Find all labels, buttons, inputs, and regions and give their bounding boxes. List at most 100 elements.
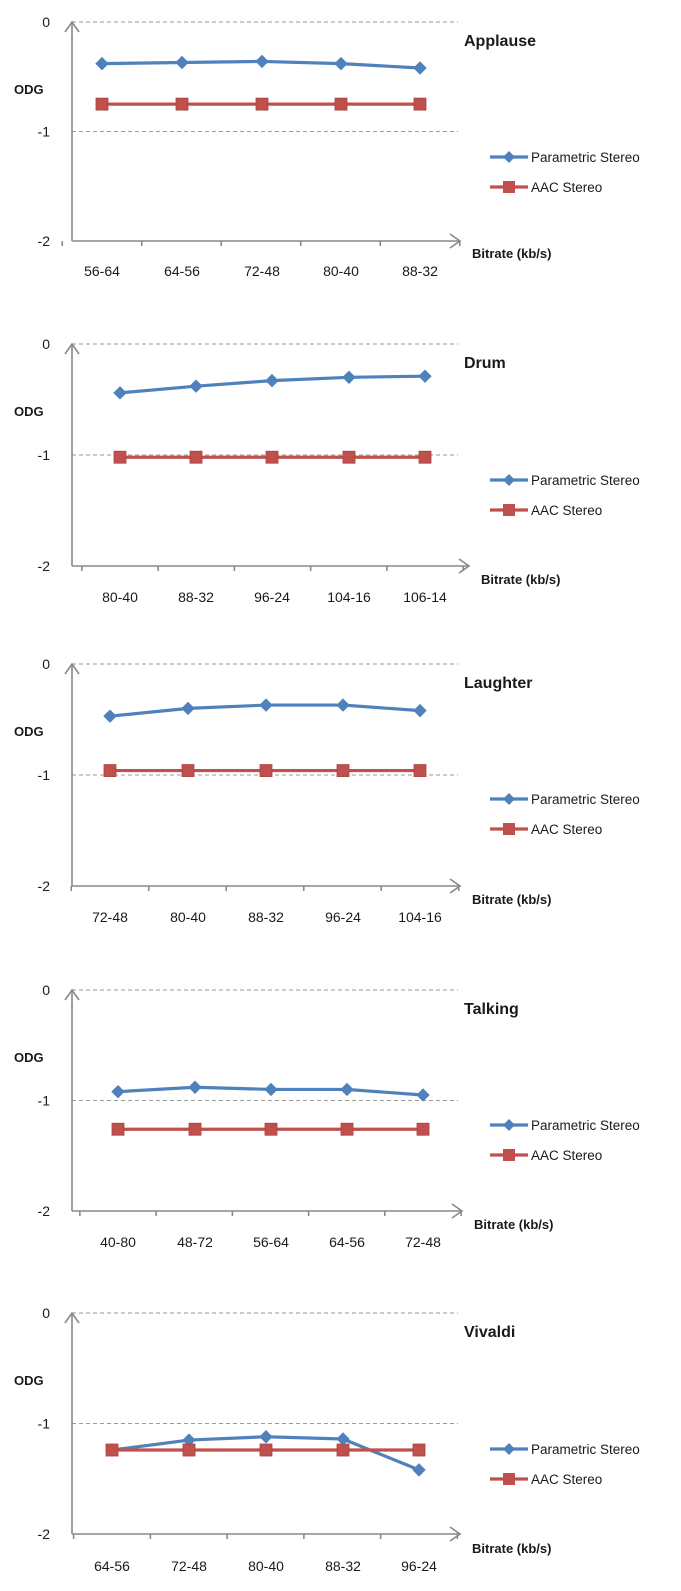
data-point (259, 1430, 273, 1444)
x-tick-label: 80-40 (102, 589, 138, 605)
y-tick-label: -2 (38, 1526, 51, 1542)
y-tick-label: -1 (38, 447, 51, 463)
x-tick-label: 96-24 (254, 589, 290, 605)
legend-label: AAC Stereo (531, 822, 602, 837)
x-axis-label: Bitrate (kb/s) (474, 1217, 553, 1232)
data-point (264, 1082, 278, 1097)
series-parametric-stereo (95, 54, 427, 75)
data-point (342, 450, 356, 464)
legend-entry: Parametric Stereo (490, 792, 640, 807)
y-tick-label: 0 (42, 982, 50, 998)
data-point (181, 764, 195, 777)
data-point (189, 450, 203, 464)
legend-label: AAC Stereo (531, 180, 602, 195)
y-tick-label: -2 (38, 1203, 51, 1219)
data-point (95, 97, 109, 111)
data-point (175, 97, 189, 111)
series-parametric-stereo (113, 369, 432, 400)
legend-marker (503, 181, 515, 193)
y-axis-arrow (64, 1311, 80, 1324)
data-point (412, 1463, 426, 1477)
y-tick-label: -1 (38, 124, 51, 140)
x-tick-label: 80-40 (170, 909, 206, 925)
legend-label: Parametric Stereo (531, 1442, 640, 1457)
x-axis-label: Bitrate (kb/s) (472, 892, 551, 907)
x-axis-label: Bitrate (kb/s) (472, 246, 551, 261)
x-tick-label: 88-32 (325, 1558, 361, 1574)
data-point (103, 709, 117, 723)
chart-title: Drum (464, 355, 506, 372)
chart-drum: 0 -1 -2 80-40 88-32 96-24 104-16 106-14 Drum ODG B… (14, 336, 640, 605)
data-point (418, 450, 432, 464)
x-tick-label: 64-56 (94, 1558, 130, 1574)
chart-title: Applause (464, 33, 536, 50)
data-point (111, 1122, 125, 1136)
data-point (259, 1443, 273, 1457)
data-point (103, 764, 117, 777)
data-point (265, 373, 279, 388)
data-point (413, 61, 427, 75)
x-axis-arrow (449, 878, 462, 894)
data-point (413, 97, 427, 111)
x-tick-label: 88-32 (248, 909, 284, 925)
y-tick-label: -1 (38, 767, 51, 783)
legend-label: AAC Stereo (531, 503, 602, 518)
data-point (259, 764, 273, 777)
x-tick-label: 106-14 (403, 589, 447, 605)
y-axis-arrow (64, 662, 80, 675)
data-point (255, 54, 269, 69)
x-tick-label: 56-64 (84, 263, 120, 279)
y-tick-label: -1 (38, 1093, 51, 1109)
data-point (113, 450, 127, 464)
data-point (255, 97, 269, 111)
data-point (113, 386, 127, 400)
x-tick-label: 80-40 (248, 1558, 284, 1574)
data-point (189, 379, 203, 393)
legend-marker (503, 793, 515, 805)
y-axis-label: ODG (14, 724, 44, 739)
data-point (334, 97, 348, 111)
chart-title: Talking (464, 1001, 519, 1018)
x-tick-label: 64-56 (164, 263, 200, 279)
y-tick-label: -2 (38, 558, 51, 574)
data-point (413, 764, 427, 777)
x-tick-label: 104-16 (398, 909, 442, 925)
x-tick-label: 72-48 (171, 1558, 207, 1574)
x-tick-label: 72-48 (405, 1234, 441, 1250)
chart-applause: 0 -1 -2 56-64 64-56 72-48 80-40 88-32 Applause OD… (14, 14, 640, 279)
legend-label: Parametric Stereo (531, 1118, 640, 1133)
y-axis-arrow (64, 20, 80, 33)
x-tick-label: 88-32 (402, 263, 438, 279)
legend-entry: Parametric Stereo (490, 150, 640, 165)
legend-entry: Parametric Stereo (490, 473, 640, 488)
data-point (175, 55, 189, 70)
y-axis-arrow (64, 988, 80, 1001)
legend-marker (503, 1119, 515, 1131)
series-aac-stereo (111, 1122, 430, 1136)
y-tick-label: 0 (42, 1305, 50, 1321)
y-tick-label: -2 (38, 233, 51, 249)
chart-vivaldi: 0 -1 -2 64-56 72-48 80-40 88-32 96-24 Vivaldi ODG… (14, 1305, 640, 1574)
data-point (188, 1122, 202, 1136)
x-axis-label: Bitrate (kb/s) (472, 1541, 551, 1556)
x-axis-arrow (451, 1203, 464, 1219)
legend-marker (503, 823, 515, 835)
data-point (342, 370, 356, 385)
data-point (336, 1443, 350, 1457)
series-aac-stereo (105, 1443, 426, 1457)
y-axis-arrow (64, 342, 80, 355)
data-point (95, 56, 109, 71)
data-point (336, 764, 350, 777)
x-tick-label: 80-40 (323, 263, 359, 279)
legend-marker (503, 1149, 515, 1161)
series-aac-stereo (113, 450, 432, 464)
chart-title: Laughter (464, 675, 532, 692)
data-point (259, 698, 273, 712)
y-axis-label: ODG (14, 82, 44, 97)
data-point (413, 703, 427, 718)
x-tick-label: 96-24 (401, 1558, 437, 1574)
data-point (418, 369, 432, 383)
legend-marker (503, 474, 515, 486)
legend-label: Parametric Stereo (531, 473, 640, 488)
